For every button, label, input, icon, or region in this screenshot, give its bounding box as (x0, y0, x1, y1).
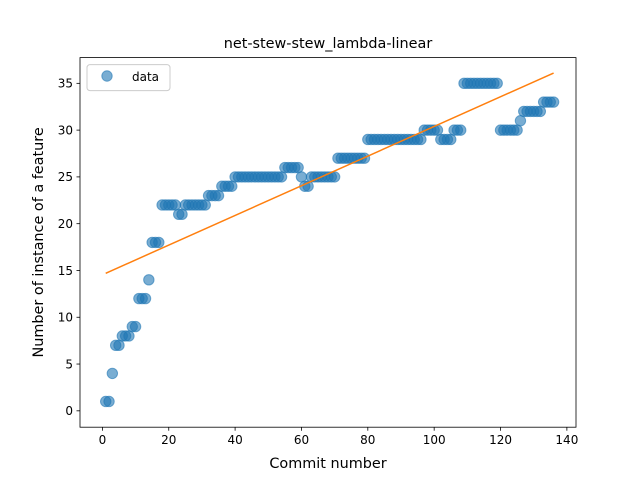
data-point (139, 292, 152, 305)
data-point (103, 395, 115, 408)
data-point (106, 367, 119, 380)
data-point (491, 77, 503, 90)
data-point (455, 124, 467, 136)
data-point (153, 236, 165, 249)
data-point (295, 171, 308, 183)
y-tick-label: 10 (58, 311, 73, 325)
x-axis-ticks: 0 20 40 60 80 100 120 140 (99, 427, 578, 447)
data-point (143, 274, 155, 286)
x-tick-label: 40 (227, 433, 242, 447)
plot-marks (100, 72, 560, 408)
x-tick-label: 80 (360, 433, 375, 447)
y-axis-label: Number of instance of a feature (31, 127, 47, 357)
y-tick-label: 25 (58, 170, 73, 184)
data-point (445, 133, 457, 146)
axes-frame (79, 57, 577, 428)
data-point (129, 320, 142, 333)
data-point (275, 171, 288, 183)
y-tick-label: 0 (65, 404, 73, 418)
legend: data (86, 64, 171, 92)
chart-title: net-stew-stew_lambda-linear (224, 36, 433, 52)
data-point (123, 330, 135, 342)
y-tick-label: 35 (58, 77, 73, 91)
fit-line (105, 72, 554, 274)
data-point (226, 180, 238, 192)
data-point (199, 199, 211, 211)
x-tick-label: 140 (555, 433, 578, 447)
data-point (292, 161, 304, 174)
data-point (169, 199, 182, 211)
x-tick-label: 20 (161, 433, 176, 447)
data-point (415, 133, 427, 146)
data-point (113, 339, 125, 352)
y-tick-label: 5 (65, 357, 73, 371)
y-tick-label: 20 (58, 217, 73, 231)
data-point (176, 208, 188, 221)
y-tick-label: 30 (58, 123, 73, 137)
x-axis-label: Commit number (269, 456, 386, 472)
data-point (514, 115, 527, 127)
y-axis-ticks: 0 5 10 15 20 25 30 35 (58, 77, 80, 418)
x-tick-label: 100 (423, 433, 446, 447)
data-point (511, 124, 523, 136)
data-point (547, 96, 560, 108)
legend-marker-data (101, 70, 113, 82)
y-tick-label: 15 (58, 264, 73, 278)
data-point (534, 105, 547, 118)
x-tick-label: 120 (489, 433, 512, 447)
x-tick-label: 60 (294, 433, 309, 447)
x-tick-label: 0 (99, 433, 107, 447)
legend-label-data: data (132, 70, 159, 84)
data-point (212, 189, 225, 202)
